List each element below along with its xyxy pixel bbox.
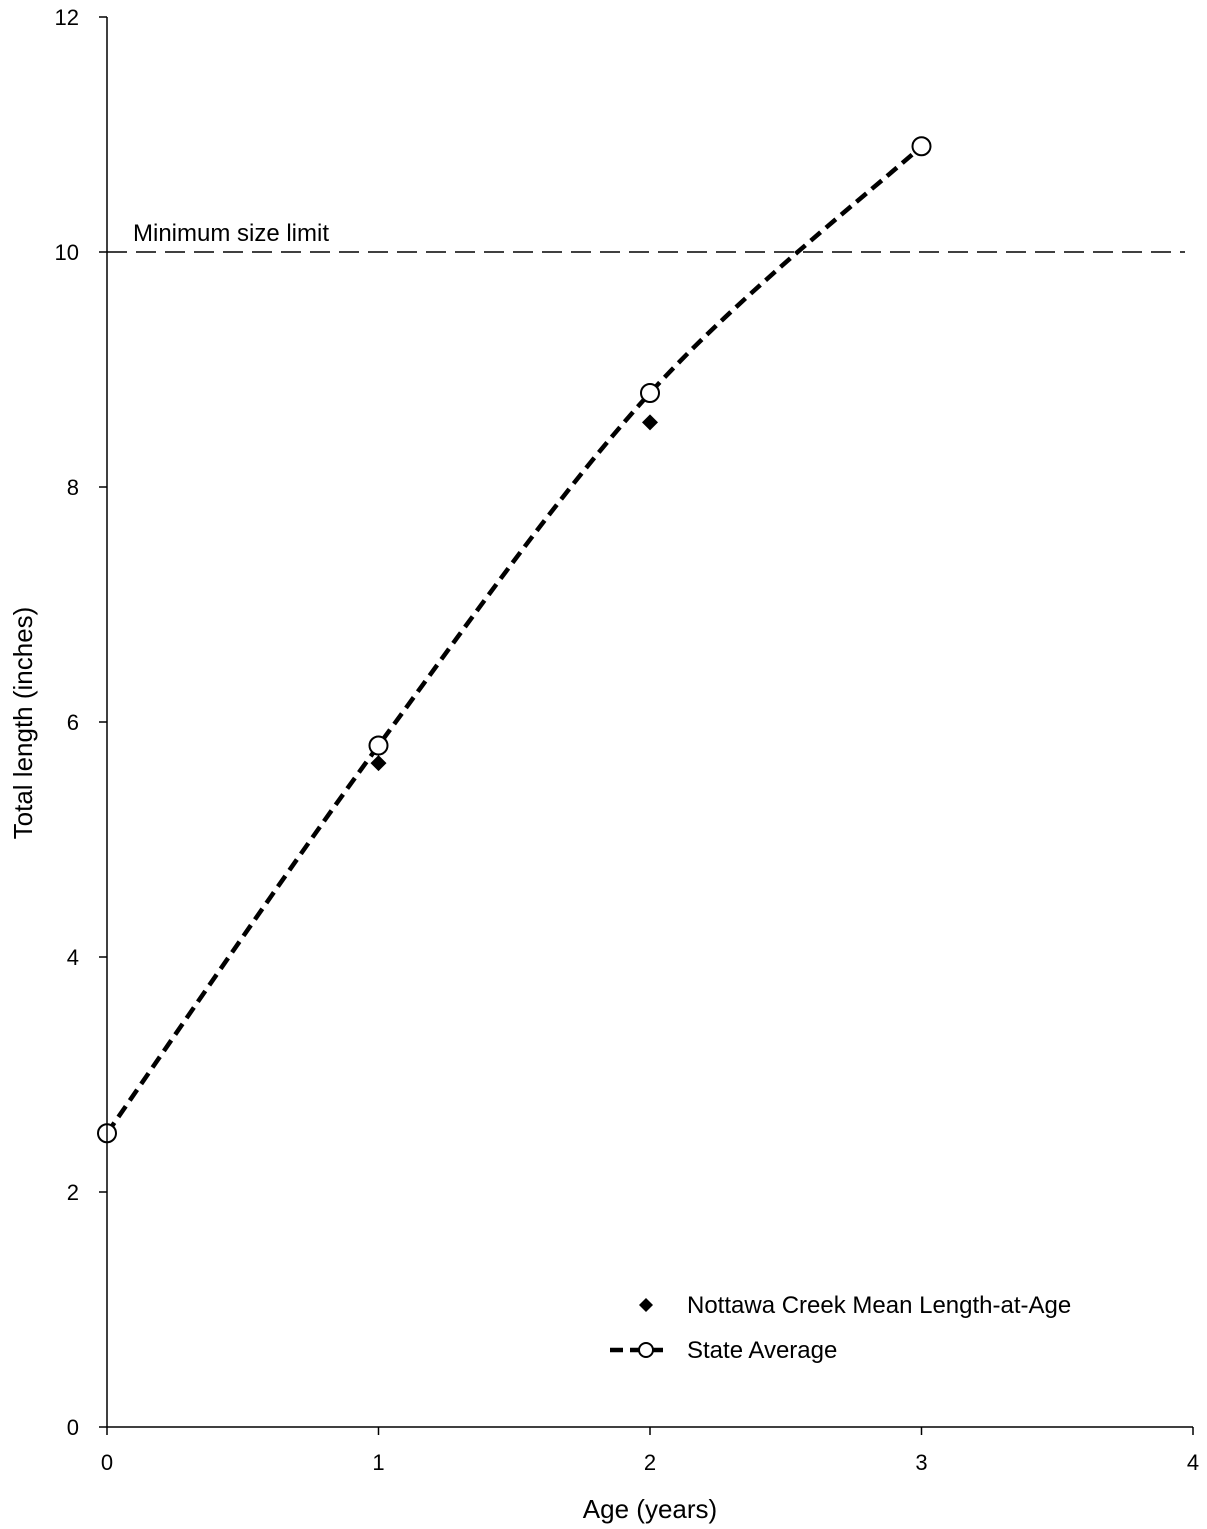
nottawa-creek-point (370, 755, 387, 772)
y-tick-label: 10 (55, 240, 79, 265)
reference-line-layer: Minimum size limit (107, 220, 1185, 253)
state-average-point (368, 735, 389, 756)
state-average-point (640, 383, 660, 403)
legend-nottawa-creek-swatch (639, 1298, 653, 1312)
legend: Nottawa Creek Mean Length-at-Age State Av… (610, 1292, 1071, 1364)
x-axis-title: Age (years) (583, 1494, 717, 1524)
x-tick-label: 4 (1187, 1450, 1199, 1475)
x-tick-label: 1 (372, 1450, 384, 1475)
x-tick-label: 3 (915, 1450, 927, 1475)
y-tick-label: 4 (67, 945, 79, 970)
legend-state-average-swatch-marker (638, 1342, 654, 1358)
y-axis-title: Total length (inches) (8, 607, 38, 840)
state-average-line (105, 144, 924, 1135)
series-layer (97, 136, 932, 1144)
y-tick-label: 8 (67, 475, 79, 500)
legend-label-nottawa-creek: Nottawa Creek Mean Length-at-Age (687, 1292, 1071, 1319)
y-tick-label: 0 (67, 1415, 79, 1440)
legend-label-state-average: State Average (687, 1337, 837, 1364)
x-tick-label: 0 (101, 1450, 113, 1475)
y-tick-label: 12 (55, 5, 79, 30)
y-tick-label: 6 (67, 710, 79, 735)
nottawa-creek-point (642, 414, 658, 431)
minimum-size-limit-label: Minimum size limit (133, 220, 329, 247)
y-tick-label: 2 (67, 1180, 79, 1205)
x-tick-label: 2 (644, 1450, 656, 1475)
state-average-point (911, 136, 932, 157)
